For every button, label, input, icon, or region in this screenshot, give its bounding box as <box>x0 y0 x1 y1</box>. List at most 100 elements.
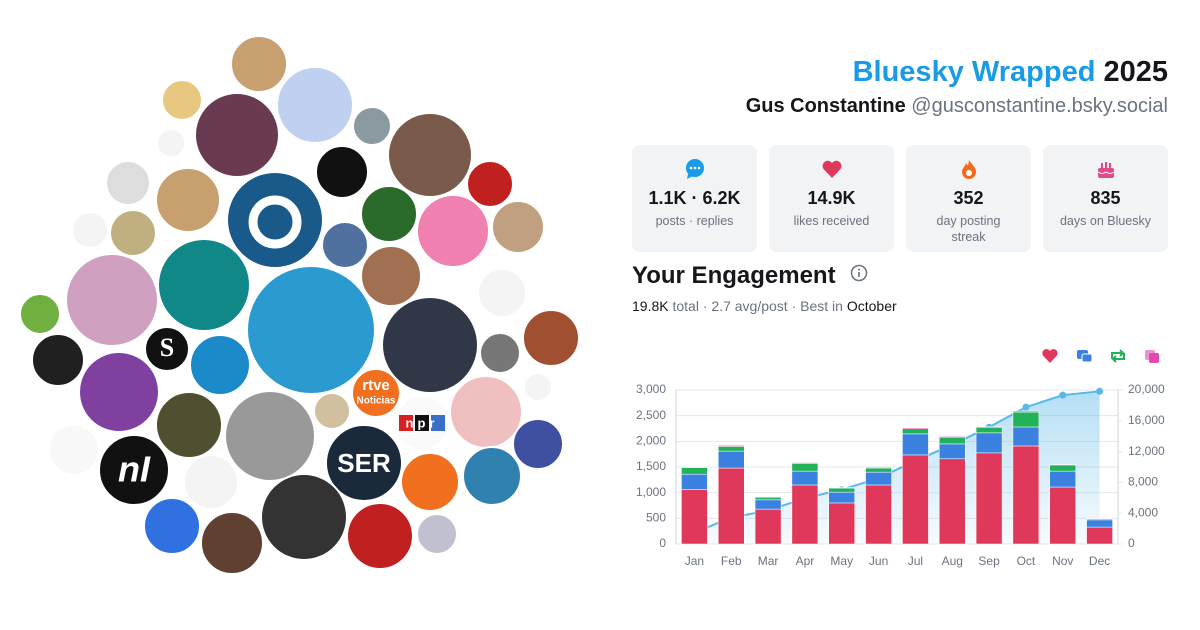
bar-segment <box>718 450 745 469</box>
summary-best: October <box>846 298 897 314</box>
line-point <box>1096 387 1104 395</box>
avatar <box>31 333 85 387</box>
bar-segment <box>865 467 892 469</box>
avatar <box>416 194 490 268</box>
avatar <box>523 372 553 402</box>
stat-value: 835 <box>1090 188 1121 208</box>
avatar <box>477 268 527 318</box>
line-point <box>1022 403 1030 411</box>
avatar-collage: SnI SER npr rtve Noticias <box>19 35 580 575</box>
stat-value: 1.1K · 6.2K <box>648 188 741 208</box>
bar-segment <box>1049 470 1076 488</box>
bar-segment <box>791 462 819 464</box>
logo-text: S <box>160 333 174 362</box>
bar-segment <box>1012 411 1040 428</box>
avatar <box>351 368 401 418</box>
engagement-chart: 0 500 1,000 1,500 2,000 2,500 3,000 0 4,000 8,000… <box>636 349 1165 568</box>
engagement-summary: 19.8K total · 2.7 avg/post · Best in Oct… <box>632 298 897 314</box>
avatar <box>71 211 109 249</box>
avatar <box>491 200 545 254</box>
y-tick-label: 500 <box>646 511 666 525</box>
avatar <box>156 128 186 158</box>
summary-text: total <box>672 298 699 314</box>
bar-segment <box>902 427 929 430</box>
bar-segment <box>975 452 1003 545</box>
bar-segment <box>754 496 782 498</box>
legend-icon <box>1149 353 1159 363</box>
bar-segment <box>865 467 892 473</box>
avatar <box>381 296 479 394</box>
logo-text: nI <box>118 449 151 490</box>
summary-text: Best in <box>800 298 843 314</box>
avatar <box>65 253 159 347</box>
x-tick-label: Jan <box>685 554 704 568</box>
avatar <box>194 92 280 178</box>
bar-segment <box>939 436 966 438</box>
separator: · <box>791 298 797 314</box>
logo-text: SER <box>337 448 391 478</box>
avatar <box>161 79 203 121</box>
bar-segment <box>754 497 782 501</box>
avatar <box>512 418 564 470</box>
bar-segment <box>1086 526 1113 545</box>
avatar <box>387 112 473 198</box>
summary-avg: 2.7 avg/post <box>711 298 788 314</box>
bar-segment <box>975 427 1003 434</box>
avatar <box>155 167 221 233</box>
stat-label: days on Bluesky <box>1059 214 1152 228</box>
stat-icon <box>961 160 976 179</box>
avatar-logo-ring <box>248 195 302 249</box>
stat-card: 14.9K likes received <box>769 145 894 252</box>
stat-label: day posting streak <box>936 214 1001 244</box>
bar-segment <box>718 467 745 545</box>
stat-card: 352 day posting streak <box>906 145 1031 252</box>
x-tick-label: Nov <box>1052 554 1073 568</box>
x-tick-label: Jul <box>908 554 923 568</box>
y-tick-label: 2,000 <box>636 434 666 448</box>
y-tick-label: 1,500 <box>636 459 666 473</box>
bar-segment <box>975 432 1003 454</box>
bar-segment <box>865 471 892 486</box>
y2-tick-label: 16,000 <box>1128 413 1165 427</box>
stat-label: likes received <box>793 214 870 228</box>
x-tick-label: Apr <box>796 554 815 568</box>
bar-segment <box>975 426 1003 428</box>
separator: · <box>702 298 708 314</box>
brand: Bluesky Wrapped <box>852 56 1096 88</box>
bar-segment <box>828 487 855 493</box>
avatar <box>224 390 316 482</box>
x-tick-label: Dec <box>1089 554 1110 568</box>
stat-value: 352 <box>953 188 984 208</box>
bar-segment <box>1012 426 1040 447</box>
avatar <box>346 502 414 570</box>
x-tick-label: May <box>830 554 853 568</box>
header: Bluesky Wrapped 2025 Gus Constantine @gu… <box>746 56 1168 118</box>
avatar <box>462 446 522 506</box>
y-tick-label: 3,000 <box>636 382 666 396</box>
bar-segment <box>791 463 819 472</box>
npr-block <box>415 415 429 431</box>
y-tick-label: 2,500 <box>636 408 666 422</box>
year: 2025 <box>1103 56 1168 88</box>
avatar <box>78 351 160 433</box>
avatar <box>313 392 351 430</box>
bar-segment <box>828 487 855 489</box>
avatar <box>19 293 61 335</box>
avatar <box>157 238 251 332</box>
summary-total: 19.8K <box>632 298 669 314</box>
avatar <box>183 454 239 510</box>
info-icon[interactable] <box>850 264 870 284</box>
bar-segment <box>1049 486 1076 545</box>
y-tick-label: 0 <box>659 536 666 550</box>
bar-segment <box>939 443 966 460</box>
avatar <box>325 424 403 502</box>
bar-segment <box>1086 519 1113 528</box>
avatar <box>466 160 514 208</box>
bar-segment <box>1086 518 1113 520</box>
y2-tick-label: 0 <box>1128 536 1135 550</box>
bar-segment <box>791 470 819 486</box>
bar-segment <box>902 428 929 435</box>
section-title: Your Engagement <box>632 262 870 290</box>
avatar <box>400 452 460 512</box>
section-title-text: Your Engagement <box>632 262 836 289</box>
